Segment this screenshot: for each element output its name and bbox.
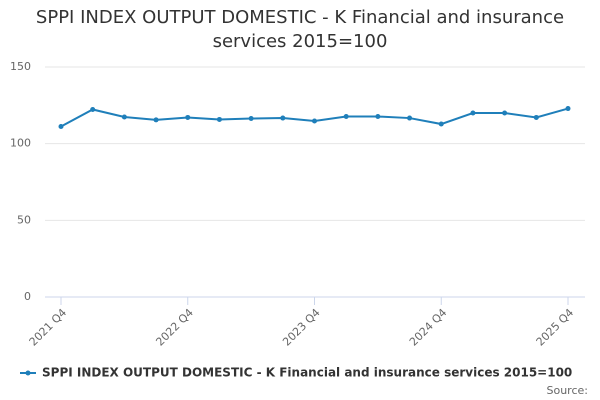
point (312, 118, 317, 124)
point (533, 114, 539, 120)
point (216, 116, 222, 122)
y-tick-label: 100 (10, 137, 31, 150)
point (248, 116, 254, 122)
line (60, 107, 569, 128)
y-tick-label: 0 (24, 290, 31, 303)
chart-title: SPPI INDEX OUTPUT DOMESTIC - K Financial… (35, 7, 565, 52)
x-tick-label: 2024 Q4 (407, 306, 450, 349)
point (502, 110, 508, 116)
point (185, 114, 191, 120)
legend-marker (25, 370, 31, 376)
source: Source: (547, 384, 589, 397)
x-tick-label: 2023 Q4 (280, 306, 323, 349)
point (58, 123, 64, 129)
point (375, 114, 381, 120)
point (343, 114, 349, 120)
point (407, 115, 413, 121)
point (470, 110, 476, 116)
point (438, 121, 444, 127)
y-tick-label: 150 (10, 60, 31, 73)
x-tick-label: 2025 Q4 (534, 306, 577, 349)
point (280, 115, 286, 121)
point (565, 106, 571, 112)
point (90, 106, 96, 112)
point (153, 117, 159, 123)
legend-label: SPPI INDEX OUTPUT DOMESTIC - K Financial… (42, 366, 572, 380)
x-tick-label: 2021 Q4 (27, 306, 70, 349)
x-tick-label: 2022 Q4 (153, 306, 196, 349)
point (121, 114, 127, 120)
y-tick-label: 50 (17, 213, 31, 226)
